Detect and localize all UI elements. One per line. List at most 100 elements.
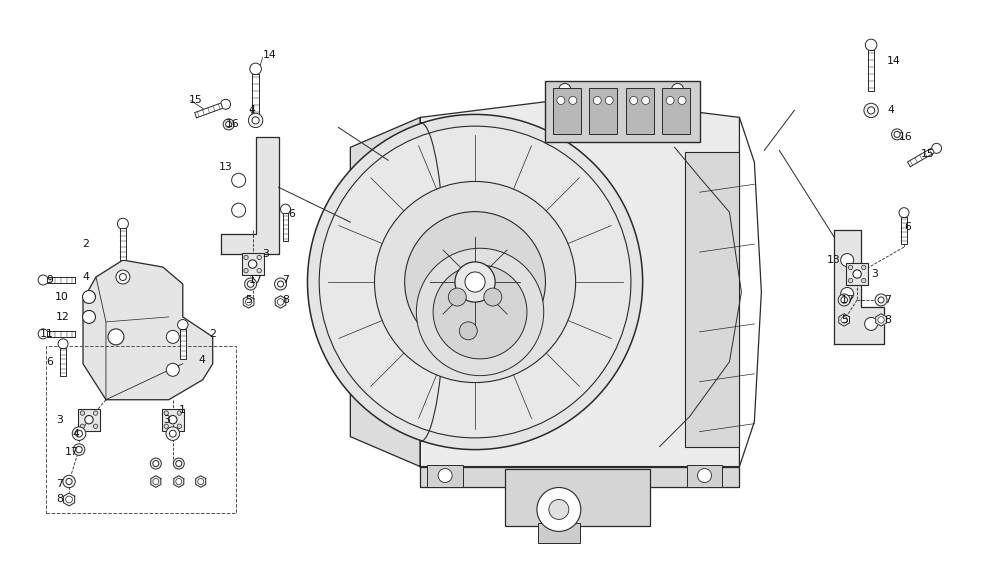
Circle shape [245, 299, 252, 305]
Circle shape [93, 424, 98, 428]
Polygon shape [195, 103, 223, 118]
Circle shape [549, 499, 569, 519]
Circle shape [630, 97, 638, 105]
Circle shape [116, 270, 130, 284]
Circle shape [459, 322, 477, 340]
Text: 3: 3 [871, 269, 878, 279]
Polygon shape [275, 296, 286, 308]
Circle shape [862, 265, 866, 269]
Circle shape [257, 268, 261, 273]
Circle shape [865, 39, 877, 51]
Circle shape [169, 430, 176, 437]
Circle shape [569, 97, 577, 105]
Polygon shape [151, 476, 161, 487]
Circle shape [455, 262, 495, 302]
Text: 8: 8 [56, 494, 63, 505]
Circle shape [173, 458, 184, 469]
Bar [868, 50, 874, 92]
Text: 1: 1 [179, 405, 186, 415]
Circle shape [93, 411, 98, 415]
Polygon shape [174, 476, 184, 487]
Circle shape [899, 208, 909, 218]
Text: 17: 17 [249, 275, 262, 285]
Bar [505, 468, 650, 526]
Polygon shape [876, 313, 886, 326]
Circle shape [58, 339, 68, 349]
Circle shape [198, 479, 204, 484]
Circle shape [80, 424, 85, 428]
Circle shape [117, 219, 128, 229]
Text: 3: 3 [56, 415, 63, 424]
Bar [626, 89, 654, 134]
Circle shape [38, 275, 48, 285]
Text: 17: 17 [841, 295, 855, 305]
Circle shape [166, 427, 180, 440]
Circle shape [85, 415, 93, 424]
Text: 3: 3 [163, 415, 170, 424]
Bar [846, 263, 868, 285]
Polygon shape [908, 148, 934, 166]
Circle shape [119, 273, 126, 280]
Bar [538, 523, 580, 543]
Circle shape [177, 411, 182, 415]
Text: 4: 4 [249, 105, 255, 116]
Circle shape [38, 329, 48, 339]
Circle shape [176, 479, 182, 484]
Circle shape [164, 424, 168, 428]
Circle shape [223, 119, 234, 130]
Text: 6: 6 [289, 209, 295, 219]
Circle shape [698, 468, 711, 483]
Circle shape [66, 478, 72, 484]
Text: 2: 2 [209, 329, 216, 339]
Circle shape [178, 320, 188, 330]
Circle shape [275, 278, 287, 290]
Circle shape [642, 97, 650, 105]
Text: 4: 4 [82, 272, 89, 282]
Text: 9: 9 [46, 275, 53, 285]
Circle shape [277, 299, 284, 305]
Circle shape [864, 103, 878, 118]
Text: 7: 7 [884, 295, 891, 305]
Circle shape [76, 430, 82, 437]
Circle shape [244, 268, 248, 273]
Text: 13: 13 [219, 162, 232, 172]
Circle shape [868, 107, 875, 114]
Text: 12: 12 [55, 312, 69, 322]
Circle shape [247, 281, 254, 287]
Text: 2: 2 [82, 239, 89, 249]
Circle shape [537, 487, 581, 531]
Bar [162, 409, 184, 431]
Circle shape [257, 255, 261, 260]
Circle shape [232, 203, 246, 217]
Polygon shape [350, 117, 420, 467]
Circle shape [438, 468, 452, 483]
Circle shape [108, 329, 124, 345]
Polygon shape [83, 260, 213, 400]
Circle shape [232, 173, 246, 187]
Bar [545, 81, 700, 142]
Circle shape [672, 84, 684, 96]
Circle shape [164, 411, 168, 415]
Circle shape [169, 415, 177, 424]
Circle shape [838, 294, 850, 306]
Text: 16: 16 [226, 120, 239, 129]
Bar [589, 89, 617, 134]
Text: 14: 14 [263, 50, 276, 59]
Circle shape [245, 278, 257, 290]
Bar [559, 89, 571, 117]
Text: 7: 7 [56, 479, 63, 488]
Text: 5: 5 [841, 315, 848, 325]
Circle shape [557, 97, 565, 105]
Circle shape [307, 114, 643, 450]
Bar [120, 228, 126, 260]
Circle shape [281, 204, 291, 214]
Polygon shape [243, 296, 254, 308]
Circle shape [605, 97, 613, 105]
Bar [60, 348, 66, 376]
Polygon shape [834, 230, 884, 344]
Circle shape [83, 311, 95, 323]
Text: 10: 10 [55, 292, 69, 302]
Text: 11: 11 [39, 329, 53, 339]
Circle shape [252, 117, 259, 124]
Polygon shape [420, 97, 739, 467]
